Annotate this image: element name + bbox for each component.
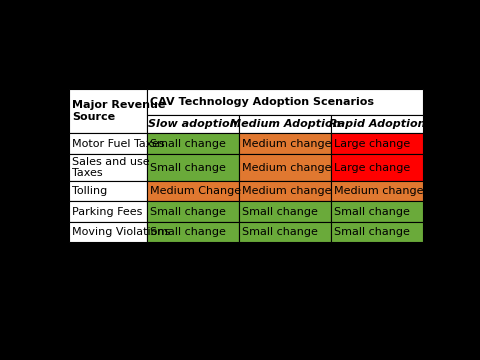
- Text: Small change: Small change: [334, 207, 409, 217]
- FancyBboxPatch shape: [239, 201, 331, 222]
- FancyBboxPatch shape: [331, 133, 423, 154]
- FancyBboxPatch shape: [239, 154, 331, 181]
- Text: Medium change: Medium change: [334, 186, 423, 196]
- Text: Small change: Small change: [334, 227, 409, 237]
- FancyBboxPatch shape: [69, 222, 147, 242]
- FancyBboxPatch shape: [147, 201, 239, 222]
- FancyBboxPatch shape: [239, 133, 331, 154]
- Text: Small change: Small change: [150, 227, 226, 237]
- Text: Small change: Small change: [150, 207, 226, 217]
- FancyBboxPatch shape: [331, 115, 423, 133]
- Text: Small change: Small change: [242, 207, 318, 217]
- FancyBboxPatch shape: [239, 222, 331, 242]
- Text: Sales and use
Taxes: Sales and use Taxes: [72, 157, 150, 179]
- Text: Rapid Adoption: Rapid Adoption: [328, 119, 425, 129]
- Text: Medium change: Medium change: [242, 139, 331, 149]
- Text: Medium change: Medium change: [242, 163, 331, 172]
- FancyBboxPatch shape: [331, 222, 423, 242]
- Text: Small change: Small change: [242, 227, 318, 237]
- FancyBboxPatch shape: [331, 181, 423, 201]
- Text: Parking Fees: Parking Fees: [72, 207, 143, 217]
- FancyBboxPatch shape: [69, 154, 147, 181]
- Text: Medium change: Medium change: [242, 186, 331, 196]
- Text: Large change: Large change: [334, 139, 410, 149]
- FancyBboxPatch shape: [147, 89, 423, 115]
- FancyBboxPatch shape: [147, 115, 239, 133]
- Text: Slow adoption: Slow adoption: [148, 119, 238, 129]
- FancyBboxPatch shape: [147, 222, 239, 242]
- Text: Medium Adoption: Medium Adoption: [229, 119, 340, 129]
- FancyBboxPatch shape: [69, 201, 147, 222]
- Text: Moving Violations: Moving Violations: [72, 227, 170, 237]
- FancyBboxPatch shape: [239, 181, 331, 201]
- FancyBboxPatch shape: [69, 133, 147, 154]
- FancyBboxPatch shape: [69, 89, 147, 133]
- FancyBboxPatch shape: [147, 181, 239, 201]
- FancyBboxPatch shape: [331, 201, 423, 222]
- Text: Tolling: Tolling: [72, 186, 108, 196]
- Text: Small change: Small change: [150, 139, 226, 149]
- Text: Motor Fuel Taxes: Motor Fuel Taxes: [72, 139, 165, 149]
- FancyBboxPatch shape: [147, 133, 239, 154]
- Text: Large change: Large change: [334, 163, 410, 172]
- Text: Major Revenue
Source: Major Revenue Source: [72, 100, 166, 122]
- Text: Small change: Small change: [150, 163, 226, 172]
- FancyBboxPatch shape: [69, 181, 147, 201]
- FancyBboxPatch shape: [147, 154, 239, 181]
- FancyBboxPatch shape: [239, 115, 331, 133]
- Text: Medium Change: Medium Change: [150, 186, 241, 196]
- Text: CAV Technology Adoption Scenarios: CAV Technology Adoption Scenarios: [150, 97, 374, 107]
- FancyBboxPatch shape: [331, 154, 423, 181]
